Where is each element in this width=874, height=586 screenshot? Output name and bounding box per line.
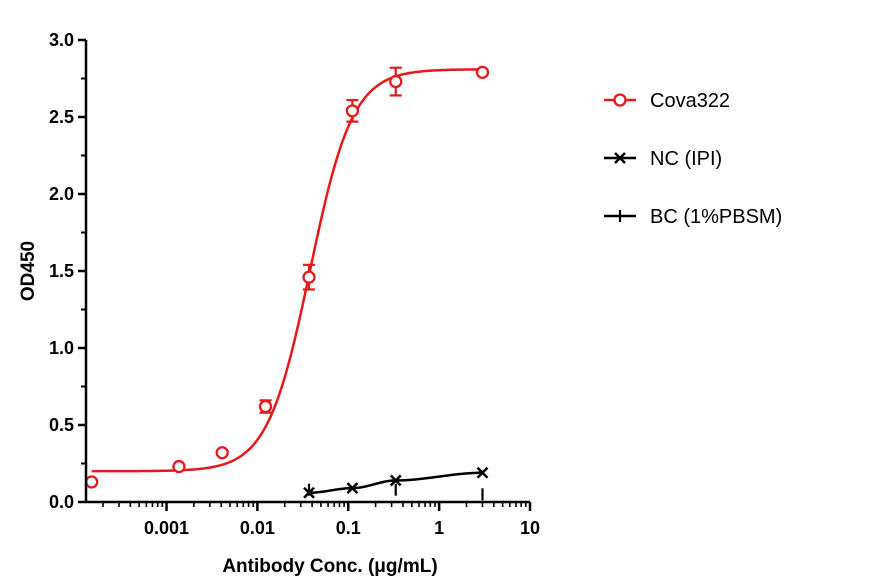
legend-label: Cova322 — [650, 90, 730, 112]
x-axis-title: Antibody Conc. (μg/mL) — [222, 556, 437, 577]
cova322-data-point — [345, 104, 360, 118]
x-marker-stroke — [614, 152, 626, 164]
cova322-data-point — [389, 74, 403, 89]
cova322-data-point — [258, 399, 273, 414]
legend-item-cova322: Cova322 — [604, 90, 730, 112]
legend-item-nc-ipi: NC (IPI) — [604, 148, 722, 170]
x-marker-stroke — [346, 482, 359, 495]
y-tick-label: 3.0 — [49, 30, 74, 50]
nc-ipi-data-point — [389, 474, 402, 487]
x-tick-label: 10 — [520, 518, 540, 538]
cova322-data-point — [172, 459, 186, 474]
cova322-data-point — [215, 446, 229, 460]
x-marker-stroke — [389, 474, 402, 487]
legend-marker — [613, 93, 627, 107]
nc-ipi-fit-curve — [309, 471, 483, 495]
nc-ipi-data-point — [476, 466, 489, 479]
legend-marker — [614, 152, 626, 164]
y-tick-label: 0.0 — [49, 492, 74, 512]
cova322-data-point — [84, 475, 99, 489]
legend-item-bc-1-pbsm: BC (1%PBSM) — [604, 206, 782, 228]
legend-label: NC (IPI) — [650, 148, 722, 170]
y-tick-label: 2.0 — [49, 184, 74, 204]
x-tick-label: 0.1 — [336, 518, 361, 538]
legend: Cova322 NC (IPI) BC (1%PBSM) — [604, 90, 782, 228]
plot-area — [84, 65, 490, 501]
cova322-data-point — [475, 65, 490, 79]
cova322-fit-curve — [91, 68, 483, 473]
cova322-data-point — [302, 270, 316, 284]
y-tick-label: 1.0 — [49, 338, 74, 358]
y-tick-label: 0.5 — [49, 415, 74, 435]
x-tick-label: 1 — [434, 518, 444, 538]
nc-ipi-data-point — [346, 482, 359, 495]
x-tick-label: 0.01 — [240, 518, 275, 538]
axes: 0.0 0.5 1.0 1.5 2.0 2.5 3.0 0.001 0.01 0.1 1 10 — [49, 30, 540, 538]
legend-label: BC (1%PBSM) — [650, 206, 782, 228]
x-tick-label: 0.001 — [144, 518, 189, 538]
x-marker-stroke — [476, 466, 489, 479]
y-tick-label: 2.5 — [49, 107, 74, 127]
y-axis-title: OD450 — [18, 241, 39, 301]
y-tick-label: 1.5 — [49, 261, 74, 281]
